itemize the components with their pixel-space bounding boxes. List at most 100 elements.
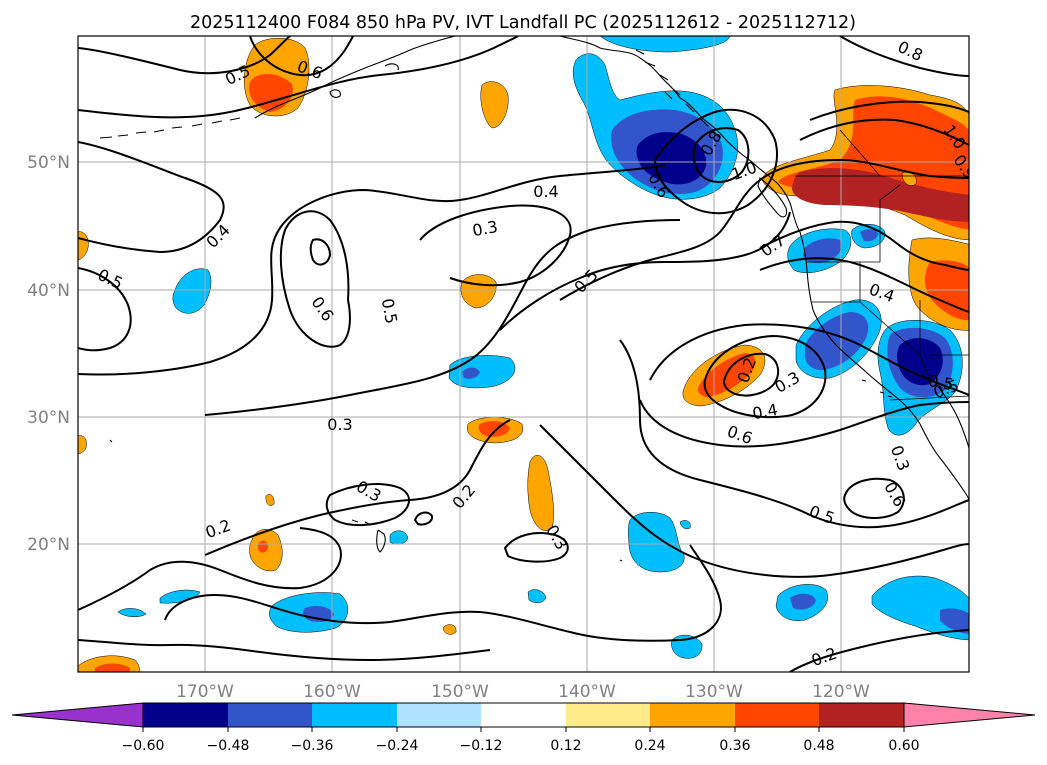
gridlines (78, 36, 969, 672)
lon-label: 120°W (812, 682, 870, 702)
contour-label: 0.3 (327, 415, 352, 434)
colorbar-tick-label: −0.48 (207, 738, 250, 754)
contour-05-middle-blob (279, 210, 351, 348)
map-frame (77, 35, 970, 673)
contour-06-gulf (249, 36, 354, 77)
contour-07-coast (759, 220, 969, 271)
fill-orange-small-55n (480, 81, 509, 129)
contour-06-se-ring (843, 477, 905, 519)
colorbar-bin (566, 703, 650, 727)
contour-05-west-ring (78, 267, 132, 352)
contour-08-east-ring (692, 127, 750, 183)
fill-cyan-tiny-4 (159, 589, 201, 604)
colorbar-extend-low (11, 702, 144, 728)
fill-blue-calif-coast (804, 312, 869, 370)
contour-05-south-ridge (619, 339, 969, 529)
contour-06-east-ring (653, 108, 778, 215)
fill-darkred-nw-coast (792, 168, 969, 222)
map-content: 0.5 0.6 0.8 1.0 0.9 0.4 0.5 0.6 0.5 0.3 … (78, 36, 969, 672)
colorbar-tick-label: 0.24 (634, 738, 665, 754)
fill-orange-tiny-1 (265, 494, 275, 506)
lon-label: 140°W (558, 682, 616, 702)
fill-navy-socal-baja (897, 338, 943, 386)
contour-04-center (419, 204, 572, 287)
fill-cyan-tiny-2 (527, 589, 547, 603)
fill-cyan-40n-west (172, 268, 212, 314)
colorbar: −0.60 −0.48 −0.36 −0.24 −0.12 0.12 0.24 … (11, 702, 1036, 754)
latitude-labels: 50°N 40°N 30°N 20°N (27, 153, 70, 555)
contour-label: 0.5 (927, 371, 955, 394)
coast-wa-or (799, 231, 814, 311)
coast-gulf-california (934, 381, 969, 449)
lon-label: 150°W (431, 682, 489, 702)
colorbar-bin (481, 703, 566, 727)
fill-orange-24n-strip (527, 455, 554, 531)
fill-navy-gulf-alaska (636, 132, 707, 185)
colorbar-tick-label: −0.12 (460, 738, 503, 754)
colorbar-bin (650, 703, 735, 727)
contour-08-ne (809, 100, 969, 121)
colorbar-tick-label: 0.48 (803, 738, 834, 754)
contour-01-bottom (78, 639, 491, 662)
contour-label: 0.4 (533, 182, 558, 201)
fill-red-gulf-alaska-west (249, 73, 293, 112)
contour-top-right (839, 36, 969, 77)
colorbar-bin (819, 703, 904, 727)
colorbar-tick-label: 0.36 (719, 738, 750, 754)
colorbar-tick-marks (142, 727, 905, 732)
contour-05-east-30n (639, 399, 969, 448)
contour-03-north (78, 164, 666, 376)
border-nv-az (919, 354, 931, 381)
contour-10-ne (799, 118, 969, 146)
fill-orange-tiny-2 (442, 624, 457, 635)
contour-north-long (78, 36, 519, 119)
lon-label: 130°W (685, 682, 743, 702)
contour-04-34n (649, 323, 969, 396)
fill-cyan-tiny-3 (117, 608, 147, 617)
contour-02-south-long (164, 544, 722, 642)
colorbar-bin (143, 703, 228, 727)
longitude-labels: 170°W 160°W 150°W 140°W 130°W 120°W (176, 682, 870, 702)
colorbar-tick-label: 0.60 (888, 738, 919, 754)
contour-02-bottom-right (789, 629, 969, 672)
contour-label: 0.4 (751, 400, 779, 423)
border-ca-nv (859, 301, 921, 356)
contour-04-west (78, 141, 225, 254)
colorbar-bin (312, 703, 397, 727)
contour-label: 0.3 (471, 217, 499, 240)
figure-title: 2025112400 F084 850 hPa PV, IVT Landfall… (190, 13, 856, 33)
fill-cyan-aleutian-top (599, 36, 731, 53)
coast-small-islands (109, 439, 623, 562)
fill-blue-35n (462, 367, 480, 379)
colorbar-tick-label: −0.24 (376, 738, 419, 754)
fill-cyan-22n (628, 512, 685, 573)
fill-blue-15n-far-east (940, 608, 969, 634)
contour-04-east-ridge (559, 158, 969, 301)
contour-05-nw (78, 36, 291, 75)
border-idaho (879, 184, 901, 262)
fill-blue-oregon-offshore (803, 238, 842, 264)
colorbar-bin (735, 703, 819, 727)
fill-orange-left-edge-2 (78, 435, 87, 455)
coast-panhandle-islands (635, 49, 721, 139)
colorbar-bin (397, 703, 481, 727)
border-bc-alberta (839, 129, 881, 177)
coast-kodiak (329, 63, 399, 98)
coastlines (99, 36, 969, 562)
contour-06-inner-blob (309, 238, 332, 266)
negative-anomaly-fills (117, 36, 969, 659)
contour-03-34n-ring (703, 334, 827, 419)
contour-03-south (204, 219, 681, 416)
colorbar-frame (142, 702, 905, 728)
contour-label: 0.5 (378, 297, 401, 325)
contour-03-se (503, 532, 569, 563)
fill-blue-calif-north (860, 229, 878, 242)
colorbar-bin (228, 703, 312, 727)
lat-label: 40°N (27, 281, 70, 301)
contour-02-34n-ring (723, 352, 780, 397)
contour-tiny-hawaii (413, 511, 434, 526)
lat-label: 20°N (27, 535, 70, 555)
coast-baja (919, 423, 969, 501)
ivt-contours (78, 36, 969, 672)
contour-02-hawaii-loop (204, 419, 511, 556)
